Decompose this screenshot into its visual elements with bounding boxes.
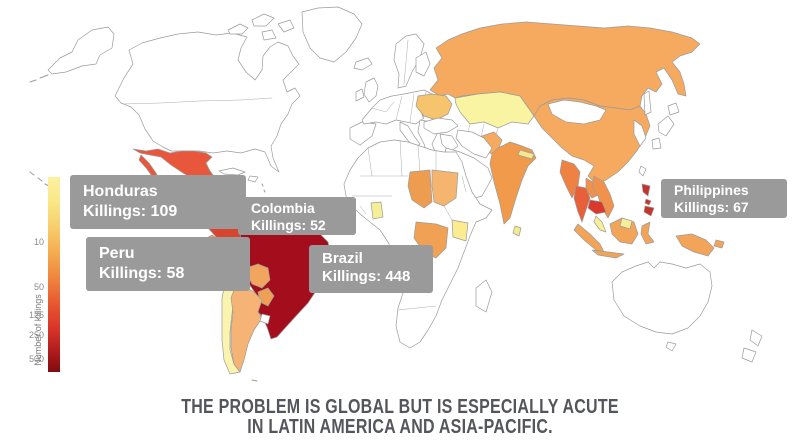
country-vietnam[interactable] [591, 175, 615, 219]
country-chad[interactable] [407, 169, 433, 209]
legend-tick-10: 10 [33, 237, 44, 247]
tooltip-killings-value: Killings: 58 [99, 264, 185, 282]
legend-tick-250: 250 [28, 330, 44, 340]
tooltip-philippines: Philippines Killings: 67 [661, 179, 787, 218]
country-thailand[interactable] [573, 185, 591, 223]
tooltip-country-name: Brazil [322, 250, 363, 267]
country-sri-lanka[interactable] [512, 225, 522, 237]
tooltip-brazil: Brazil Killings: 448 [309, 245, 433, 293]
country-hispaniola[interactable] [247, 175, 259, 183]
caption-line-1: THE PROBLEM IS GLOBAL BUT IS ESPECIALLY … [181, 396, 619, 418]
country-taiwan[interactable] [638, 165, 647, 177]
country-kazakhstan[interactable] [454, 91, 535, 129]
lesser-antilles [261, 183, 266, 193]
tooltip-peru: Peru Killings: 58 [86, 237, 250, 291]
country-scandinavia[interactable] [393, 33, 425, 89]
country-turkey[interactable] [423, 117, 459, 135]
arctic-island [227, 23, 249, 35]
country-new-zealand[interactable] [741, 347, 757, 363]
country-iberia[interactable] [349, 121, 377, 146]
country-iran[interactable] [455, 129, 493, 159]
country-japan[interactable] [657, 115, 675, 137]
africa-borders [351, 139, 467, 311]
country-kenya[interactable] [451, 219, 469, 242]
europe-borders [371, 39, 427, 123]
country-new-zealand[interactable] [749, 329, 763, 347]
country-cambodia[interactable] [587, 199, 607, 215]
country-nepal[interactable] [517, 149, 535, 160]
country-ghana[interactable] [370, 201, 384, 220]
arctic-island [277, 19, 295, 33]
legend-axis-label: Number of killings [33, 294, 43, 366]
legend-gradient-bar [48, 177, 60, 372]
island-new-britain[interactable] [713, 239, 725, 249]
aleutian-islands [29, 74, 49, 83]
hawaii-islands [29, 171, 50, 187]
country-greenland[interactable] [301, 6, 363, 63]
legend-tick-125: 125 [28, 310, 44, 320]
country-ireland[interactable] [355, 88, 365, 102]
country-philippines[interactable] [643, 205, 655, 217]
country-ukraine[interactable] [415, 93, 453, 121]
tooltip-country-name: Honduras [83, 183, 158, 200]
legend-tick-50: 50 [33, 282, 44, 292]
country-mongolia[interactable] [547, 99, 607, 125]
tooltip-colombia: Colombia Killings: 52 [238, 197, 356, 235]
tooltip-killings-value: Killings: 52 [251, 217, 326, 234]
tooltip-honduras: Honduras Killings: 109 [70, 175, 246, 229]
island-java[interactable] [591, 249, 625, 259]
tooltip-country-name: Peru [99, 245, 135, 262]
arctic-island [261, 29, 277, 41]
country-japan[interactable] [651, 137, 662, 150]
island-sulawesi[interactable] [640, 221, 655, 245]
tooltip-killings-value: Killings: 67 [674, 199, 749, 216]
arctic-island [251, 13, 275, 27]
country-korea[interactable] [633, 119, 647, 147]
us-canada-border [122, 97, 273, 105]
country-malaysia-peninsula[interactable] [593, 215, 607, 233]
tooltip-killings-value: Killings: 109 [83, 202, 178, 220]
island-new-guinea[interactable] [675, 233, 715, 257]
country-argentina[interactable] [230, 285, 263, 373]
country-philippines[interactable] [644, 198, 652, 206]
country-iceland[interactable] [353, 57, 373, 71]
tooltip-killings-value: Killings: 448 [322, 268, 411, 286]
caption-line-2: IN LATIN AMERICA AND ASIA-PACIFIC. [247, 416, 553, 438]
country-finland[interactable] [415, 51, 431, 77]
island-tasmania [665, 341, 677, 352]
country-uruguay[interactable] [259, 313, 271, 325]
country-madagascar[interactable] [475, 279, 493, 313]
country-malaysia-borneo[interactable] [619, 217, 633, 230]
caption: THE PROBLEM IS GLOBAL BUT IS ESPECIALLY … [80, 397, 720, 437]
falkland-islands [251, 379, 258, 382]
sakhalin-island [643, 90, 652, 116]
country-philippines[interactable] [641, 183, 651, 197]
country-alaska[interactable] [47, 26, 115, 75]
legend-tick-500: 500 [28, 354, 44, 364]
country-india[interactable] [489, 141, 537, 225]
tooltip-country-name: Philippines [674, 182, 749, 198]
tooltip-country-name: Colombia [251, 200, 315, 216]
country-australia[interactable] [611, 261, 713, 335]
region-iraq-syria[interactable] [439, 133, 459, 153]
country-sudan[interactable] [431, 169, 459, 207]
country-cuba[interactable] [218, 167, 246, 176]
country-japan[interactable] [667, 102, 680, 116]
country-uk[interactable] [363, 77, 379, 103]
